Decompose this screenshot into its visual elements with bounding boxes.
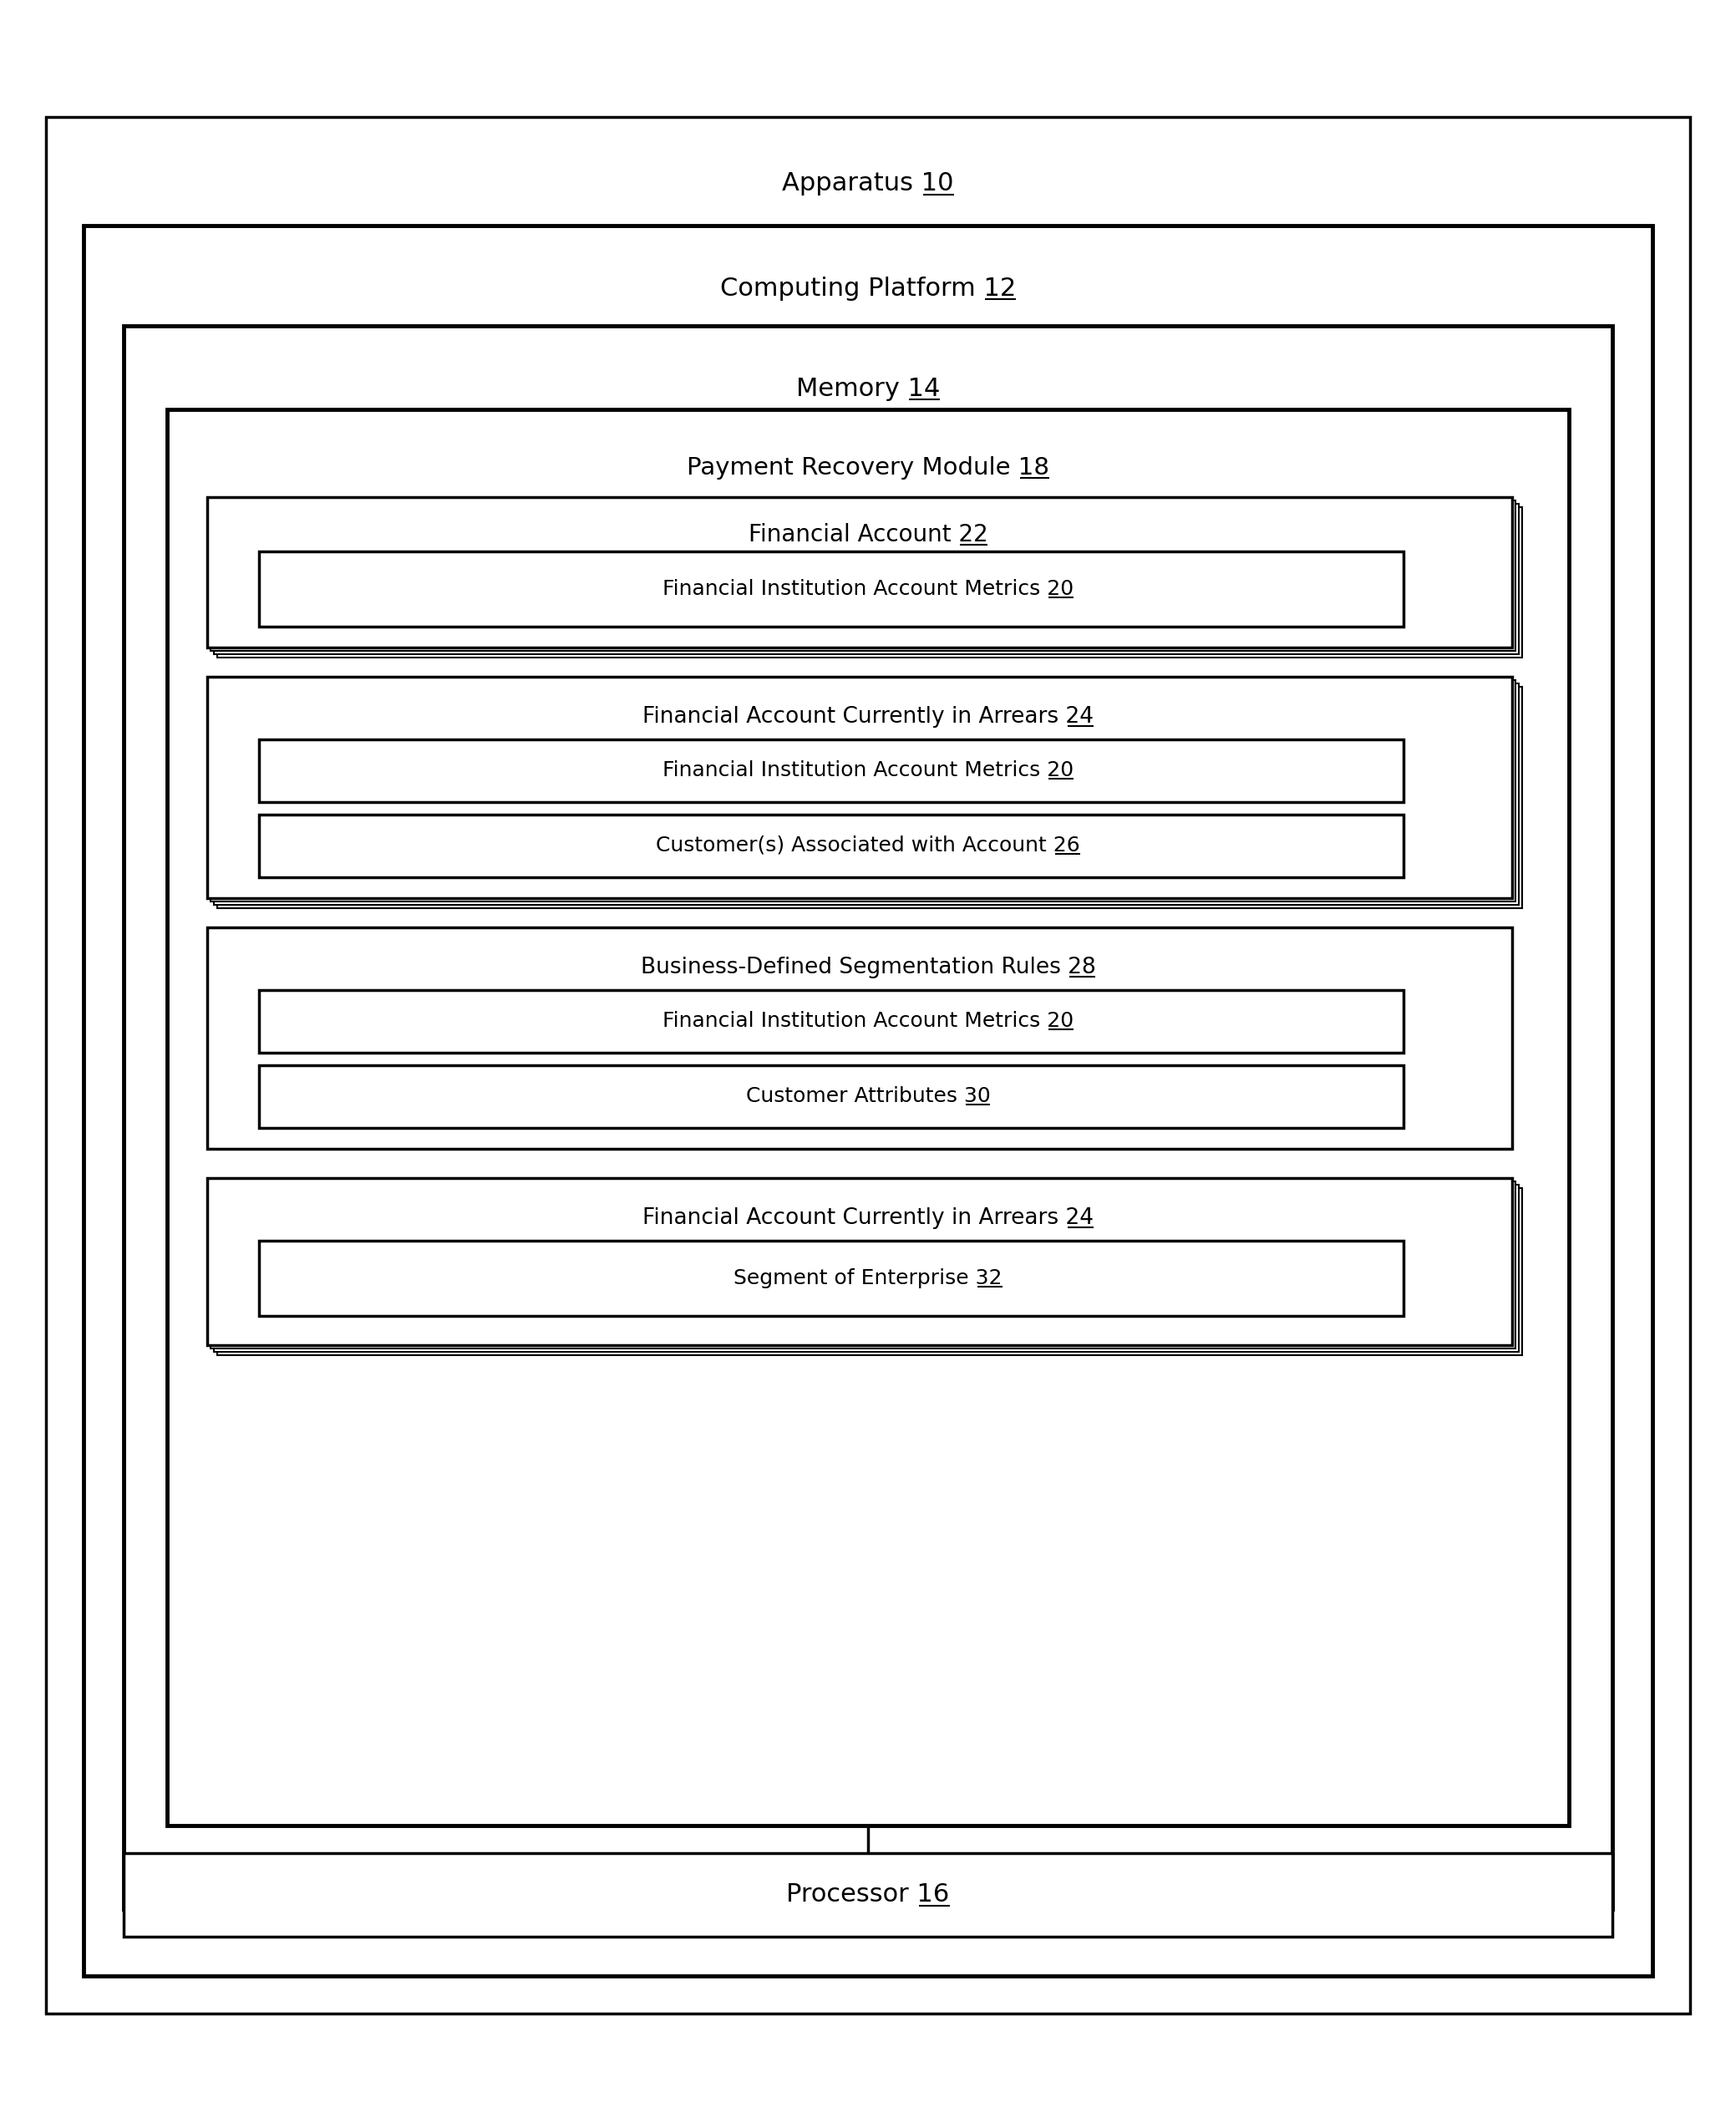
Text: Financial Account 22: Financial Account 22	[748, 523, 988, 547]
Text: Financial Institution Account Metrics 20: Financial Institution Account Metrics 20	[663, 760, 1073, 781]
FancyBboxPatch shape	[207, 677, 1512, 898]
Text: Payment Recovery Module 18: Payment Recovery Module 18	[687, 455, 1049, 479]
FancyBboxPatch shape	[207, 498, 1512, 647]
Text: Computing Platform 12: Computing Platform 12	[720, 277, 1016, 300]
Text: Financial Institution Account Metrics 20: Financial Institution Account Metrics 20	[663, 1011, 1073, 1030]
FancyBboxPatch shape	[259, 990, 1403, 1053]
FancyBboxPatch shape	[214, 1185, 1519, 1351]
FancyBboxPatch shape	[259, 1241, 1403, 1315]
FancyBboxPatch shape	[45, 117, 1691, 2013]
FancyBboxPatch shape	[217, 506, 1522, 658]
Text: Customer Attributes 30: Customer Attributes 30	[746, 1085, 990, 1107]
FancyBboxPatch shape	[210, 681, 1516, 902]
FancyBboxPatch shape	[210, 1181, 1516, 1349]
FancyBboxPatch shape	[217, 1187, 1522, 1356]
Text: Apparatus 10: Apparatus 10	[783, 172, 953, 196]
FancyBboxPatch shape	[217, 687, 1522, 909]
FancyBboxPatch shape	[259, 551, 1403, 626]
Text: Processor 16: Processor 16	[786, 1883, 950, 1907]
FancyBboxPatch shape	[214, 683, 1519, 904]
Text: Segment of Enterprise 32: Segment of Enterprise 32	[734, 1268, 1002, 1287]
FancyBboxPatch shape	[210, 500, 1516, 651]
FancyBboxPatch shape	[123, 326, 1613, 1909]
Text: Business-Defined Segmentation Rules 28: Business-Defined Segmentation Rules 28	[641, 958, 1095, 979]
Text: Memory 14: Memory 14	[797, 377, 939, 400]
FancyBboxPatch shape	[207, 928, 1512, 1149]
FancyBboxPatch shape	[207, 1179, 1512, 1345]
Text: Financial Account Currently in Arrears 24: Financial Account Currently in Arrears 2…	[642, 706, 1094, 728]
FancyBboxPatch shape	[259, 738, 1403, 802]
Text: Customer(s) Associated with Account 26: Customer(s) Associated with Account 26	[656, 836, 1080, 855]
FancyBboxPatch shape	[123, 1853, 1613, 1936]
Text: Financial Account Currently in Arrears 24: Financial Account Currently in Arrears 2…	[642, 1207, 1094, 1230]
Text: Financial Institution Account Metrics 20: Financial Institution Account Metrics 20	[663, 579, 1073, 600]
FancyBboxPatch shape	[259, 815, 1403, 877]
FancyBboxPatch shape	[83, 226, 1653, 1977]
FancyBboxPatch shape	[214, 504, 1519, 653]
FancyBboxPatch shape	[259, 1066, 1403, 1128]
FancyBboxPatch shape	[167, 409, 1569, 1826]
